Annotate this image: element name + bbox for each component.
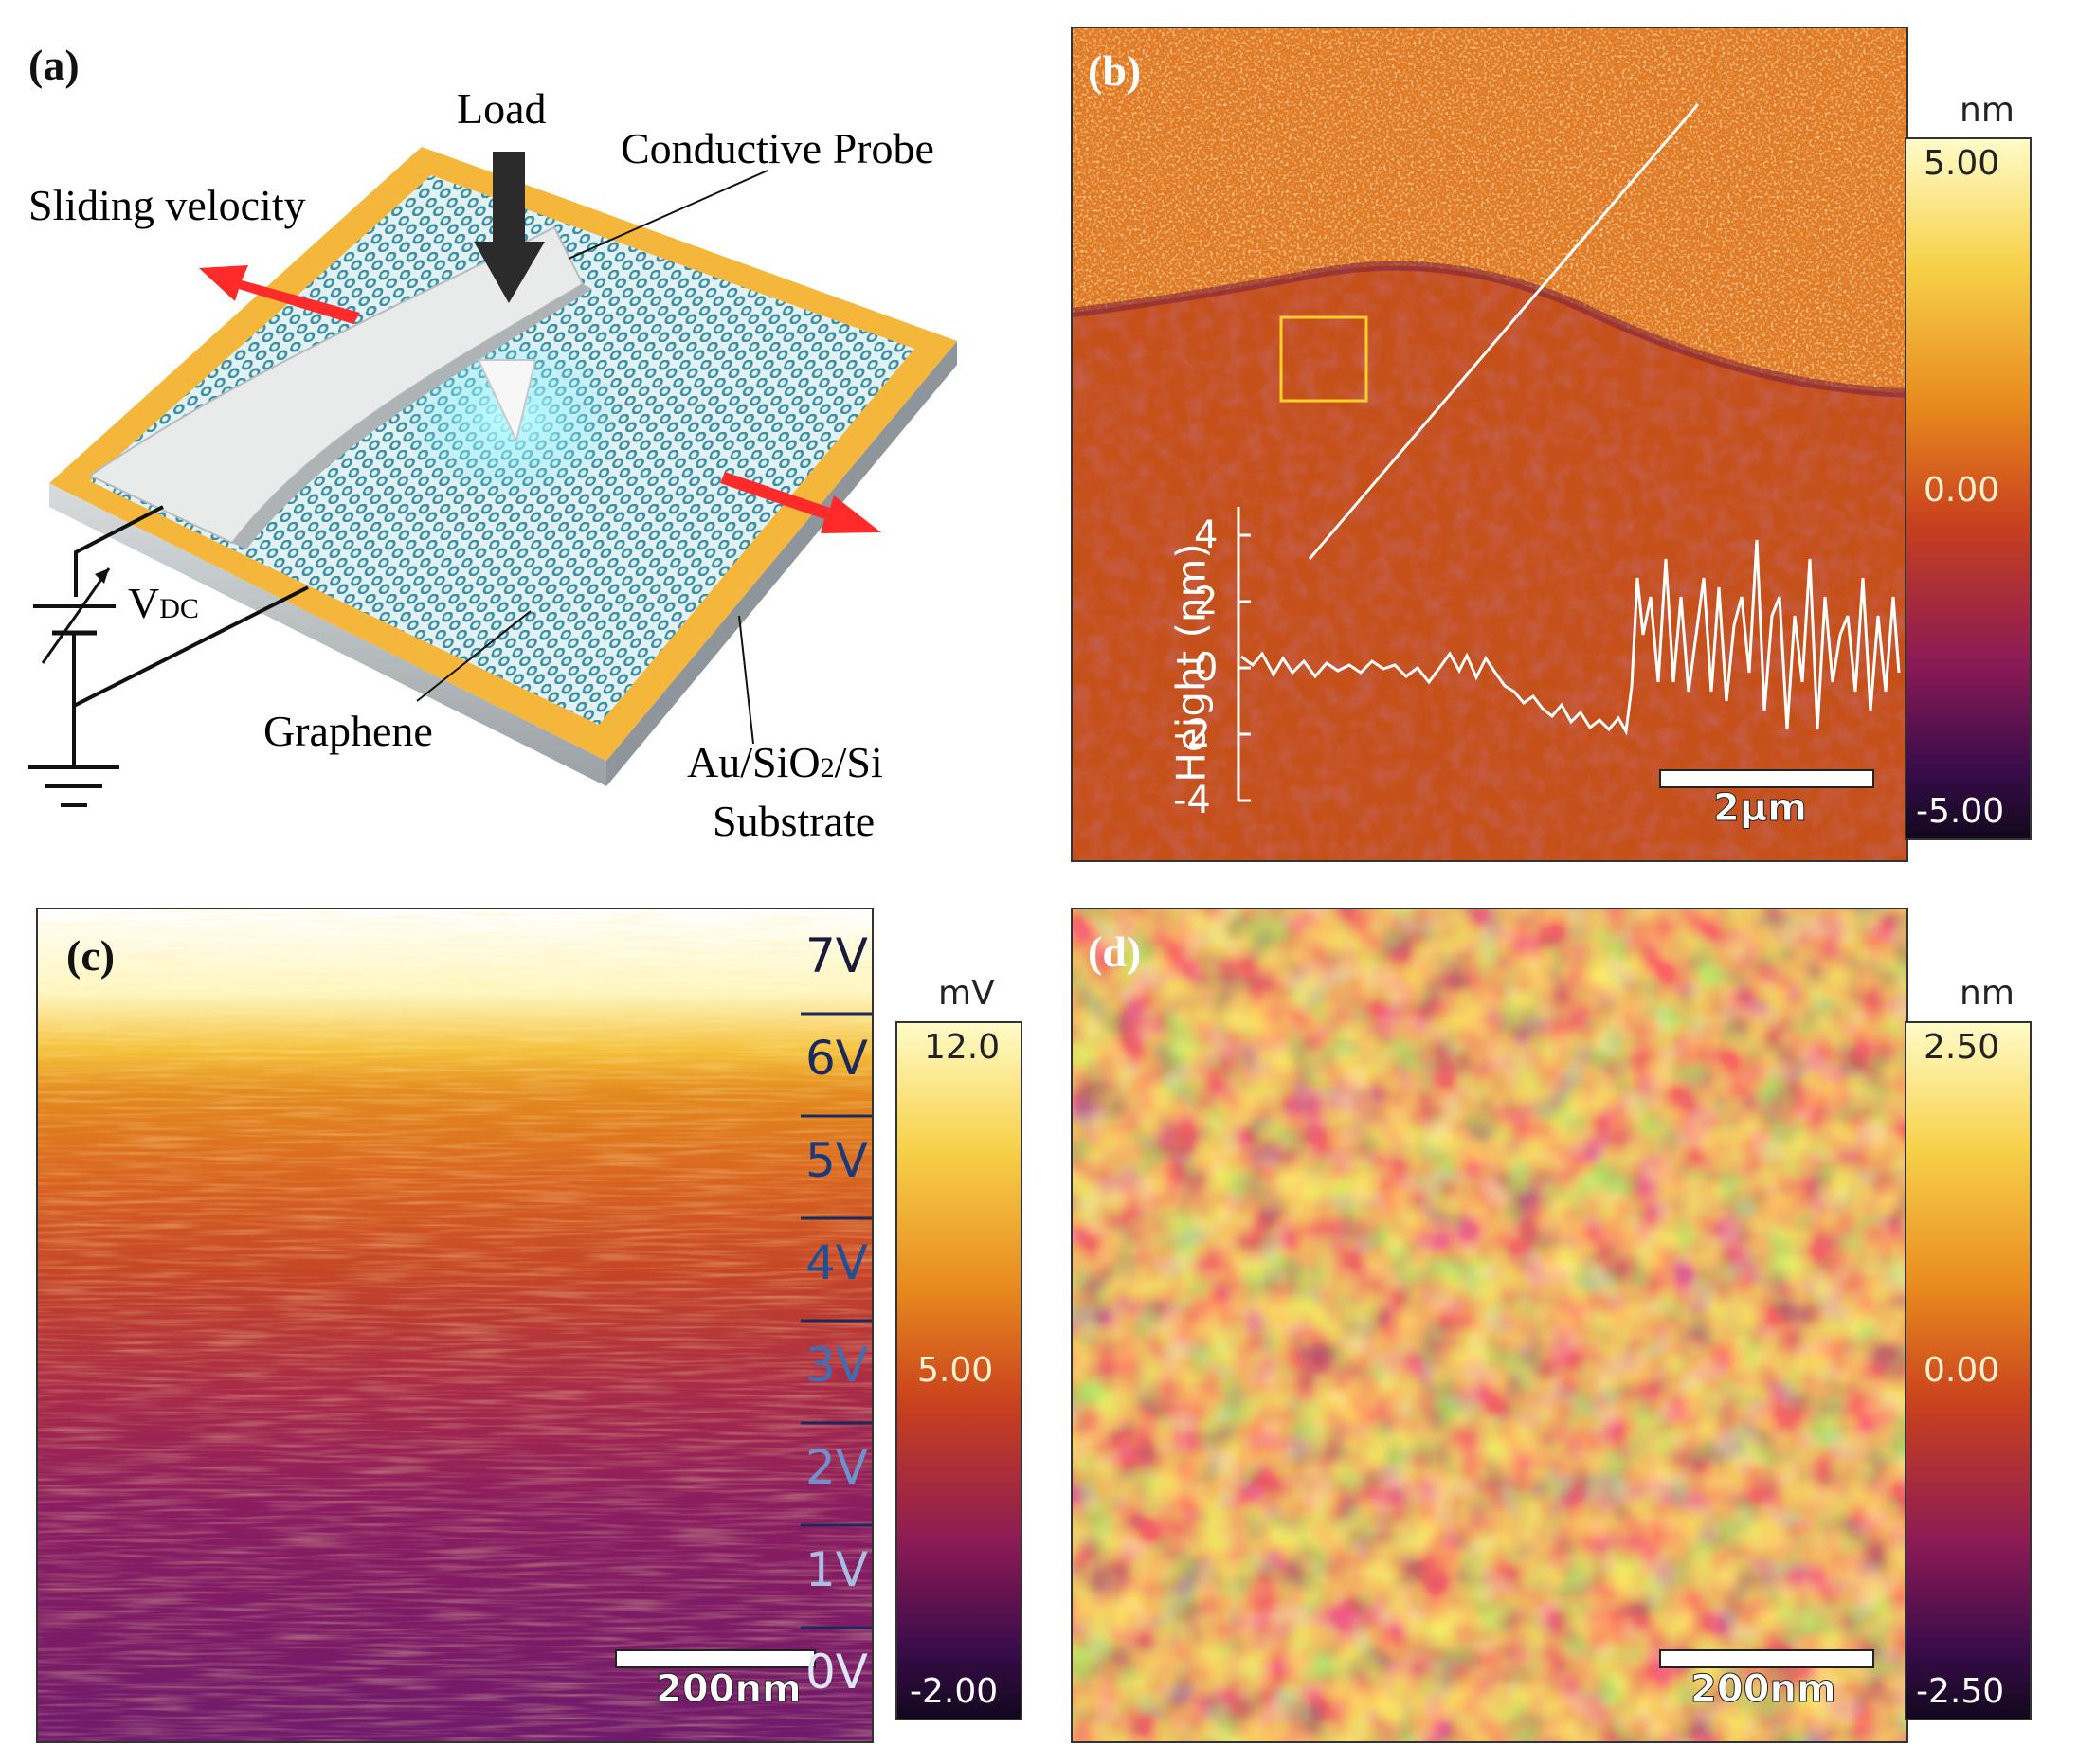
circuit-wire-top	[74, 505, 164, 597]
panel-b-label: (b)	[1088, 46, 1142, 95]
inset-tick-m4: -4	[1173, 779, 1211, 822]
substrate-side-left	[49, 483, 606, 786]
zoom-region-box[interactable]	[1279, 315, 1368, 403]
afm-topography-b	[1073, 28, 1906, 860]
vdc-main: V	[128, 579, 160, 627]
graphene-label: Graphene	[263, 707, 433, 755]
colorbar-b-min: -5.00	[1916, 792, 2005, 831]
colorbar-b-unit: nm	[1960, 91, 2015, 130]
colorbar-c-max: 12.0	[924, 1028, 1001, 1067]
voltage-0v: 0V	[805, 1645, 869, 1700]
scalebar-d-label: 200nm	[1690, 1667, 1837, 1712]
variable-arrow	[41, 567, 111, 664]
load-arrow-head	[474, 242, 545, 303]
inset-tick-0: 0	[1194, 646, 1219, 690]
substrate-leader	[738, 615, 754, 745]
inset-tick-2: 2	[1194, 580, 1219, 623]
load-label: Load	[457, 84, 547, 133]
scalebar-b-label: 2μm	[1713, 786, 1808, 831]
probe-label: Conductive Probe	[621, 124, 934, 172]
substrate-text-b: /Si	[834, 738, 883, 786]
colorbar-b	[1905, 137, 2032, 840]
substrate-text-a: Au/SiO	[687, 738, 821, 786]
colorbar-d	[1905, 1021, 2032, 1720]
colorbar-c-min: -2.00	[910, 1672, 999, 1711]
colorbar-c	[895, 1021, 1022, 1720]
scalebar-c	[615, 1649, 816, 1668]
colorbar-c-mid: 5.00	[917, 1351, 994, 1390]
step-edge	[1073, 261, 1906, 398]
vdc-sub: DC	[159, 593, 199, 624]
load-arrow-shaft	[493, 152, 525, 246]
colorbar-d-min: -2.50	[1916, 1672, 2005, 1711]
current-map-c	[38, 909, 872, 1741]
colorbar-d-max: 2.50	[1924, 1028, 2000, 1067]
voltage-2v: 2V	[805, 1440, 869, 1495]
variable-arrow-head	[95, 568, 109, 584]
probe-leader	[568, 170, 768, 260]
panel-d-label: (d)	[1088, 927, 1142, 976]
height-profile-trace	[1240, 539, 1901, 736]
velocity-label: Sliding velocity	[28, 181, 306, 229]
colorbar-b-max: 5.00	[1924, 144, 2000, 183]
scalebar-c-label: 200nm	[656, 1667, 803, 1712]
scalebar-d	[1659, 1649, 1874, 1668]
substrate-text-sub: 2	[820, 752, 835, 783]
inset-tick-4: 4	[1194, 513, 1219, 557]
panel-a-label: (a)	[28, 41, 80, 89]
velocity-arrow-left	[199, 265, 360, 324]
scalebar-b	[1659, 769, 1874, 788]
cantilever-edge	[232, 284, 592, 549]
colorbar-d-mid: 0.00	[1924, 1351, 2000, 1390]
profile-line[interactable]	[1308, 103, 1700, 560]
panel-d-image: 200nm (d)	[1071, 908, 1908, 1743]
afm-topography-d	[1073, 909, 1906, 1741]
panel-c-image: 7V 6V 5V 4V 3V 2V 1V 0V 200nm (c)	[36, 908, 874, 1743]
voltage-6v: 6V	[805, 1031, 869, 1086]
colorbar-c-unit: mV	[938, 974, 995, 1013]
substrate-label: Au/SiO2/Si	[687, 737, 883, 787]
inset-tick-m2: -2	[1173, 712, 1211, 756]
panel-b-image: Height (nm) 4 2 0 -2 -4 2μm (b)	[1071, 27, 1908, 862]
graphene-leader	[416, 610, 532, 702]
voltage-7v: 7V	[805, 928, 869, 983]
probe-tip	[477, 359, 537, 444]
velocity-arrow-right	[720, 472, 881, 533]
substrate-side-right	[606, 341, 957, 786]
device-schematic	[28, 147, 957, 807]
panel-c-label: (c)	[66, 931, 116, 980]
vdc-label: VDC	[128, 578, 199, 628]
voltage-1v: 1V	[805, 1542, 869, 1597]
panel-a: (a) Load Conductive Probe Sliding veloci…	[0, 0, 1052, 872]
voltage-3v: 3V	[805, 1338, 869, 1393]
colorbar-d-unit: nm	[1960, 974, 2015, 1013]
colorbar-b-mid: 0.00	[1924, 471, 2000, 510]
voltage-ticks	[801, 1012, 872, 1629]
voltage-5v: 5V	[805, 1133, 869, 1188]
substrate-label-2: Substrate	[713, 797, 876, 845]
voltage-4v: 4V	[805, 1235, 869, 1290]
